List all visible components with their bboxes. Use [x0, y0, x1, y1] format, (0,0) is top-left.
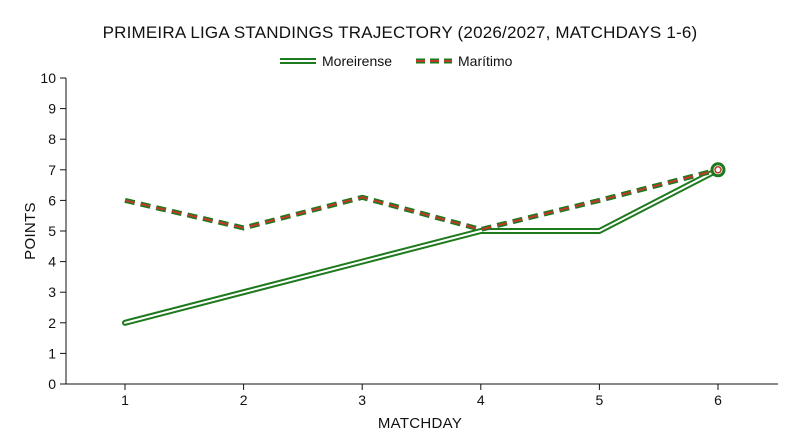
x-axis-label: MATCHDAY: [378, 415, 462, 432]
x-tick-label-4: 4: [477, 392, 485, 408]
y-tick-label-7: 7: [48, 162, 56, 178]
legend: Moreirense Marítimo: [280, 53, 513, 69]
endpoint-marker-inner: [714, 166, 722, 174]
chart-title: PRIMEIRA LIGA STANDINGS TRAJECTORY (2026…: [103, 23, 698, 42]
x-tick-label-6: 6: [714, 392, 722, 408]
series-line-moreirense-inner: [124, 168, 719, 324]
y-tick-label-8: 8: [48, 131, 56, 147]
x-tick-label-5: 5: [596, 392, 604, 408]
series-line-maritimo-base: [124, 167, 719, 232]
y-tick-labels: 0 1 2 3 4 5 6 7 8 9 10: [40, 70, 66, 392]
y-tick-label-1: 1: [48, 345, 56, 361]
x-tick-labels: 1 2 3 4 5 6: [121, 384, 722, 408]
y-tick-label-4: 4: [48, 254, 56, 270]
x-tick-label-3: 3: [358, 392, 366, 408]
y-tick-label-2: 2: [48, 315, 56, 331]
series-layer: [122, 162, 726, 326]
series-line-maritimo-accent: [124, 168, 719, 231]
y-tick-label-3: 3: [48, 284, 56, 300]
legend-item-maritimo: Marítimo: [416, 53, 513, 69]
x-tick-label-1: 1: [121, 392, 129, 408]
y-tick-label-9: 9: [48, 101, 56, 117]
legend-label-moreirense: Moreirense: [322, 53, 392, 69]
legend-item-moreirense: Moreirense: [280, 53, 392, 69]
x-tick-label-2: 2: [240, 392, 248, 408]
legend-label-maritimo: Marítimo: [458, 53, 513, 69]
y-tick-label-5: 5: [48, 223, 56, 239]
y-tick-label-6: 6: [48, 192, 56, 208]
y-tick-label-0: 0: [48, 376, 56, 392]
y-axis-label: POINTS: [22, 202, 39, 260]
y-tick-label-10: 10: [40, 70, 56, 86]
